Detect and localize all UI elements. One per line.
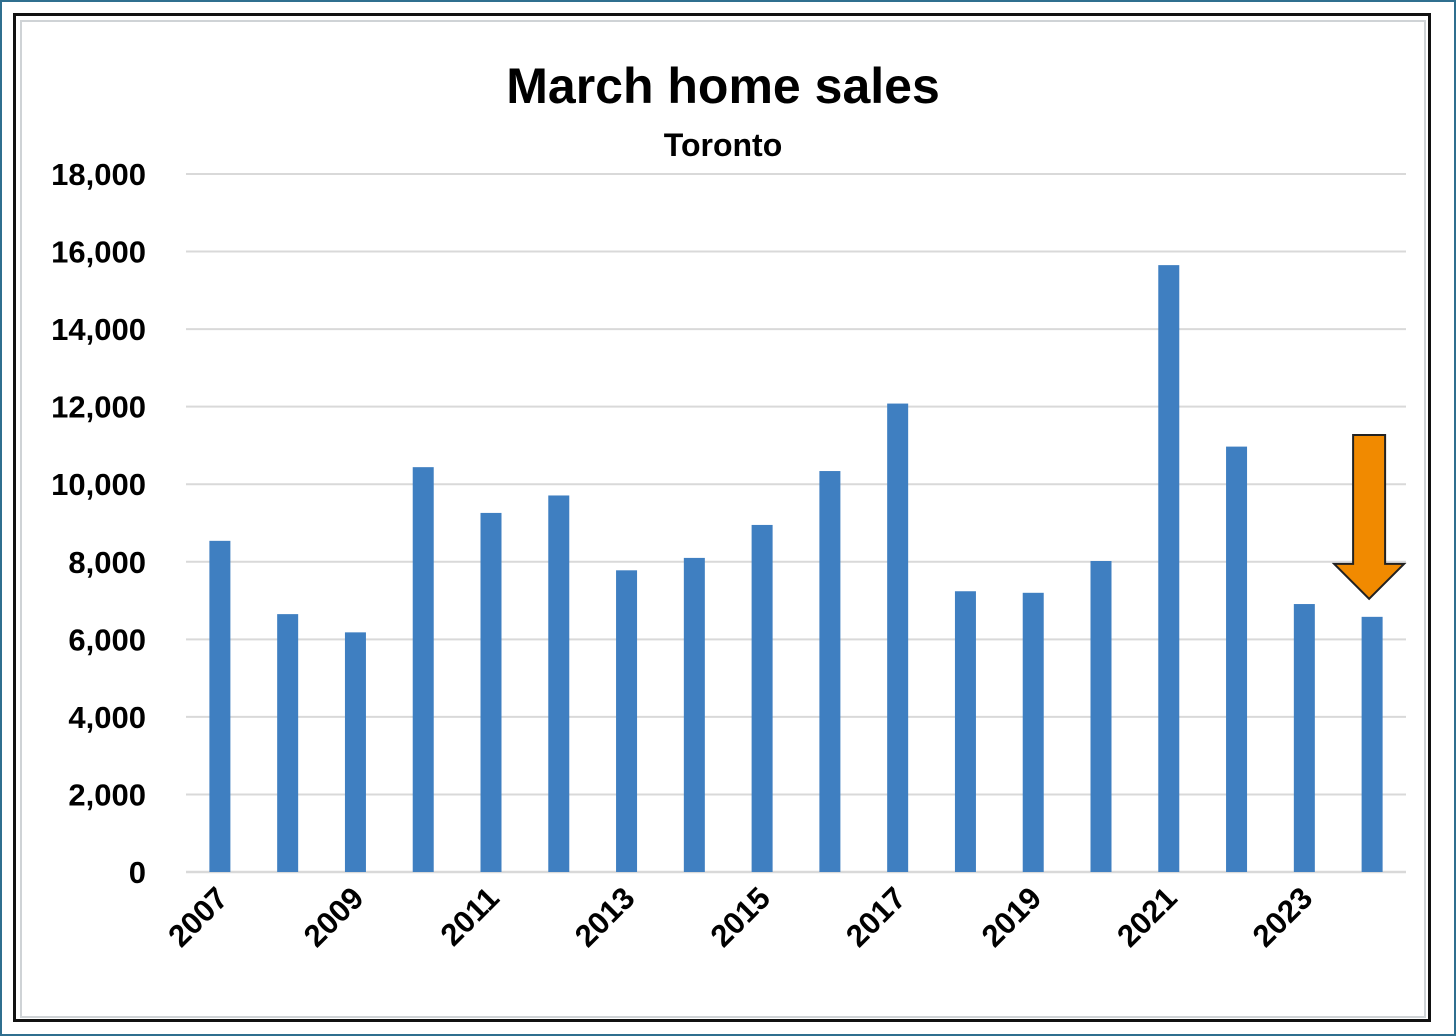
- bar-2017: [887, 403, 909, 872]
- bar-2009: [344, 632, 366, 872]
- chart-title: March home sales: [506, 58, 940, 114]
- bar-2007: [209, 540, 231, 872]
- bar-2013: [616, 570, 638, 872]
- x-tick-label: 2007: [161, 880, 235, 954]
- x-tick-label: 2017: [839, 880, 913, 954]
- y-tick-label: 8,000: [68, 545, 146, 580]
- y-tick-label: 16,000: [51, 235, 146, 270]
- x-tick-label: 2013: [568, 880, 642, 954]
- bar-2012: [548, 495, 570, 872]
- bar-2014: [683, 557, 705, 872]
- bar-2020: [1090, 561, 1112, 872]
- y-axis-ticks: 0 2,000 4,000 6,000 8,000 10,000 12,000 14,000 1…: [51, 157, 146, 890]
- chart-subtitle: Toronto: [664, 127, 782, 163]
- bar-2011: [480, 512, 502, 872]
- y-tick-label: 14,000: [51, 312, 146, 347]
- bar-2010: [412, 467, 434, 872]
- y-tick-label: 4,000: [68, 700, 146, 735]
- bar-2015: [751, 524, 773, 872]
- x-tick-label: 2023: [1246, 880, 1320, 954]
- x-tick-label: 2019: [975, 880, 1049, 954]
- x-axis-ticks: 2007 2009 2011 2013 2015 2017 2019 2021 2023: [161, 880, 1319, 954]
- bar-2016: [819, 471, 841, 872]
- bar-2023: [1293, 604, 1315, 872]
- y-tick-label: 2,000: [68, 777, 146, 812]
- bar-2008: [277, 614, 299, 872]
- chart-area-border: [20, 20, 1426, 1018]
- y-tick-label: 6,000: [68, 622, 146, 657]
- bar-2019: [1022, 592, 1044, 872]
- annotation: [1331, 434, 1407, 601]
- bar-2024: [1361, 616, 1383, 872]
- x-tick-label: 2009: [297, 880, 371, 954]
- x-tick-label: 2015: [704, 880, 778, 954]
- bar-2018: [954, 591, 976, 872]
- bar-2021: [1158, 265, 1180, 872]
- x-tick-label: 2011: [434, 880, 506, 952]
- x-tick-label: 2021: [1110, 880, 1184, 954]
- bar-2022: [1226, 446, 1248, 872]
- y-tick-label: 12,000: [51, 390, 146, 425]
- down-arrow-icon: [1331, 434, 1407, 601]
- gridlines: [186, 173, 1406, 874]
- y-tick-label: 18,000: [51, 157, 146, 192]
- y-tick-label: 10,000: [51, 467, 146, 502]
- bars: [209, 265, 1383, 872]
- y-tick-label: 0: [129, 855, 146, 890]
